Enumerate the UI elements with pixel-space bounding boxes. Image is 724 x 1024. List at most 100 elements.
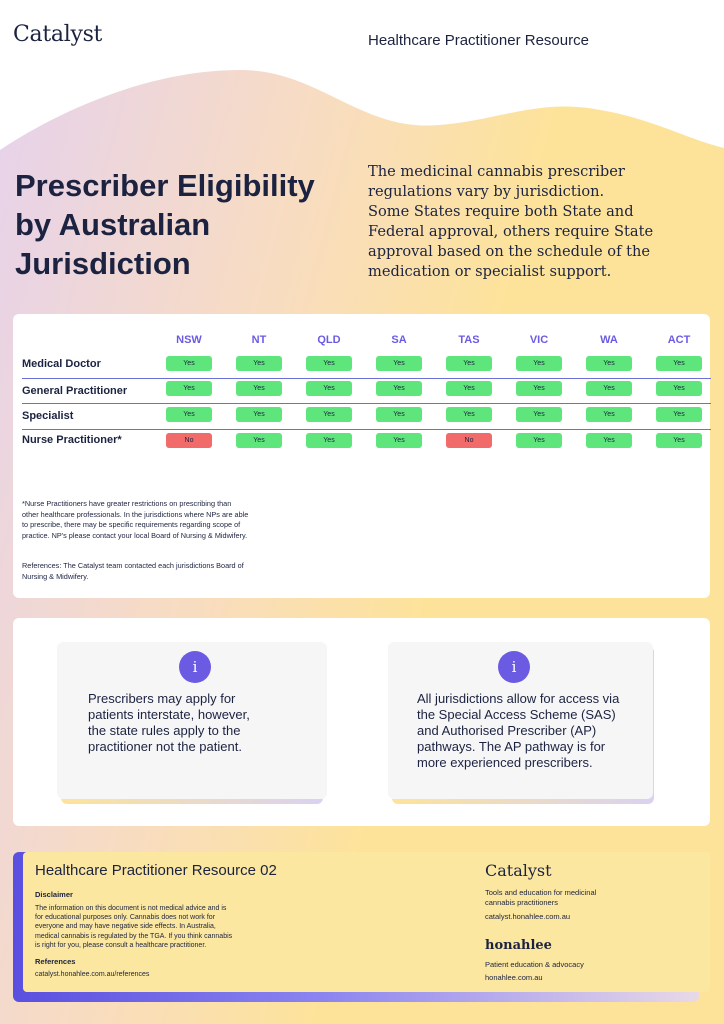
title-line: Jurisdiction	[15, 246, 191, 281]
info-icon: i	[498, 651, 530, 683]
row-divider	[22, 429, 711, 430]
cell-specialist-qld: Yes	[306, 407, 352, 422]
cell-general-practitioner-tas: Yes	[446, 381, 492, 396]
cell-nurse-practitioner-tas: No	[446, 433, 492, 448]
disclaimer-line: for educational purposes only. Cannabis …	[35, 914, 216, 922]
info-card: i Prescribers may apply for patients int…	[13, 618, 710, 826]
info-text-access-pathways: All jurisdictions allow for access via t…	[417, 691, 649, 771]
info-icon: i	[179, 651, 211, 683]
cell-specialist-wa: Yes	[586, 407, 632, 422]
title-line: Prescriber Eligibility	[15, 168, 315, 203]
cell-medical-doctor-wa: Yes	[586, 356, 632, 371]
column-header-vic: VIC	[529, 334, 549, 346]
disclaimer-line: is right for you, please consult a healt…	[35, 941, 207, 949]
info-line: pathways. The AP pathway is for	[417, 739, 606, 754]
info-line: and Authorised Prescriber (AP)	[417, 723, 597, 738]
cell-specialist-vic: Yes	[516, 407, 562, 422]
footnote-line: other healthcare professionals. In the j…	[22, 509, 249, 519]
intro-line: approval based on the schedule of the	[368, 243, 651, 260]
info-box-interstate: i Prescribers may apply for patients int…	[57, 642, 327, 799]
cell-general-practitioner-nt: Yes	[236, 381, 282, 396]
column-header-tas: TAS	[458, 334, 480, 346]
footer-honahlee-brand: honahlee	[485, 938, 552, 953]
honahlee-tagline: Patient education & advocacy	[485, 960, 584, 969]
cell-specialist-nsw: Yes	[166, 407, 212, 422]
title-line: by Australian	[15, 207, 211, 242]
header-resource-label: Healthcare Practitioner Resource	[368, 32, 589, 49]
cell-medical-doctor-nt: Yes	[236, 356, 282, 371]
footnote-line: to prescribe, there may be specific requ…	[22, 520, 241, 529]
cell-nurse-practitioner-vic: Yes	[516, 433, 562, 448]
intro-paragraph: The medicinal cannabis prescriber regula…	[368, 162, 668, 282]
info-line: Prescribers may apply for	[88, 691, 236, 706]
catalyst-logo: Catalyst	[13, 22, 103, 47]
info-line: more experienced prescribers.	[417, 755, 593, 770]
info-line: practitioner not the patient.	[88, 739, 242, 754]
eligibility-table-card: NSW NT QLD SA TAS VIC WA ACT Medical Doc…	[13, 314, 711, 598]
column-header-wa: WA	[600, 334, 618, 346]
disclaimer-line: medical cannabis is regulated by the TGA…	[35, 932, 233, 940]
cell-general-practitioner-nsw: Yes	[166, 381, 212, 396]
column-header-qld: QLD	[317, 334, 341, 346]
cell-nurse-practitioner-nsw: No	[166, 433, 212, 448]
cell-medical-doctor-vic: Yes	[516, 356, 562, 371]
cell-general-practitioner-qld: Yes	[306, 381, 352, 396]
disclaimer-line: everyone and may have negative side effe…	[35, 923, 216, 931]
disclaimer-text: The information on this document is not …	[35, 904, 253, 950]
catalyst-tagline-line: cannabis practitioners	[485, 898, 558, 907]
intro-line: Some States require both State and	[368, 203, 634, 220]
row-label-general-practitioner: General Practitioner	[22, 385, 128, 397]
info-line: the Special Access Scheme (SAS)	[417, 707, 616, 722]
catalyst-tagline-line: Tools and education for medicinal	[485, 888, 597, 897]
catalyst-url[interactable]: catalyst.honahlee.com.au	[485, 912, 571, 921]
cell-nurse-practitioner-act: Yes	[656, 433, 702, 448]
cell-specialist-nt: Yes	[236, 407, 282, 422]
cell-general-practitioner-wa: Yes	[586, 381, 632, 396]
footer-panel: Healthcare Practitioner Resource 02 Disc…	[23, 852, 710, 992]
cell-specialist-act: Yes	[656, 407, 702, 422]
column-header-sa: SA	[391, 334, 407, 346]
info-box-access-pathways: i All jurisdictions allow for access via…	[388, 642, 653, 799]
row-label-nurse-practitioner: Nurse Practitioner*	[22, 434, 122, 446]
intro-line: regulations vary by jurisdiction.	[368, 183, 605, 200]
cell-nurse-practitioner-sa: Yes	[376, 433, 422, 448]
column-header-nsw: NSW	[176, 334, 202, 346]
table-references: References: The Catalyst team contacted …	[22, 561, 302, 582]
cell-nurse-practitioner-nt: Yes	[236, 433, 282, 448]
row-divider	[22, 378, 711, 379]
footer-catalyst-brand: Catalyst	[485, 861, 552, 880]
cell-general-practitioner-sa: Yes	[376, 381, 422, 396]
honahlee-url[interactable]: honahlee.com.au	[485, 973, 543, 982]
page-title: Prescriber Eligibility by Australian Jur…	[15, 166, 345, 283]
cell-nurse-practitioner-wa: Yes	[586, 433, 632, 448]
cell-medical-doctor-qld: Yes	[306, 356, 352, 371]
column-header-nt: NT	[251, 334, 267, 346]
footnote-line: *Nurse Practitioners have greater restri…	[22, 499, 232, 508]
cell-specialist-tas: Yes	[446, 407, 492, 422]
info-line: the state rules apply to the	[88, 723, 241, 738]
nurse-practitioner-footnote: *Nurse Practitioners have greater restri…	[22, 499, 302, 541]
references-link[interactable]: catalyst.honahlee.com.au/references	[35, 971, 150, 978]
intro-line: Federal approval, others require State	[368, 223, 654, 240]
cell-medical-doctor-sa: Yes	[376, 356, 422, 371]
row-label-medical-doctor: Medical Doctor	[22, 358, 101, 370]
footer: Healthcare Practitioner Resource 02 Disc…	[13, 852, 710, 1004]
catalyst-tagline: Tools and education for medicinal cannab…	[485, 888, 645, 908]
cell-specialist-sa: Yes	[376, 407, 422, 422]
references-heading: References	[35, 957, 76, 966]
cell-general-practitioner-act: Yes	[656, 381, 702, 396]
references-line: References: The Catalyst team contacted …	[22, 561, 244, 570]
footnote-line: practice. NP's please contact your local…	[22, 530, 248, 540]
intro-line: medication or specialist support.	[368, 263, 612, 280]
row-divider	[22, 403, 711, 404]
info-text-interstate: Prescribers may apply for patients inter…	[88, 691, 318, 755]
info-line: patients interstate, however,	[88, 707, 250, 722]
intro-line: The medicinal cannabis prescriber	[368, 163, 625, 180]
cell-nurse-practitioner-qld: Yes	[306, 433, 352, 448]
column-header-act: ACT	[667, 334, 691, 346]
cell-medical-doctor-act: Yes	[656, 356, 702, 371]
row-label-specialist: Specialist	[22, 410, 74, 422]
cell-medical-doctor-tas: Yes	[446, 356, 492, 371]
cell-general-practitioner-vic: Yes	[516, 381, 562, 396]
info-line: All jurisdictions allow for access via	[417, 691, 620, 706]
